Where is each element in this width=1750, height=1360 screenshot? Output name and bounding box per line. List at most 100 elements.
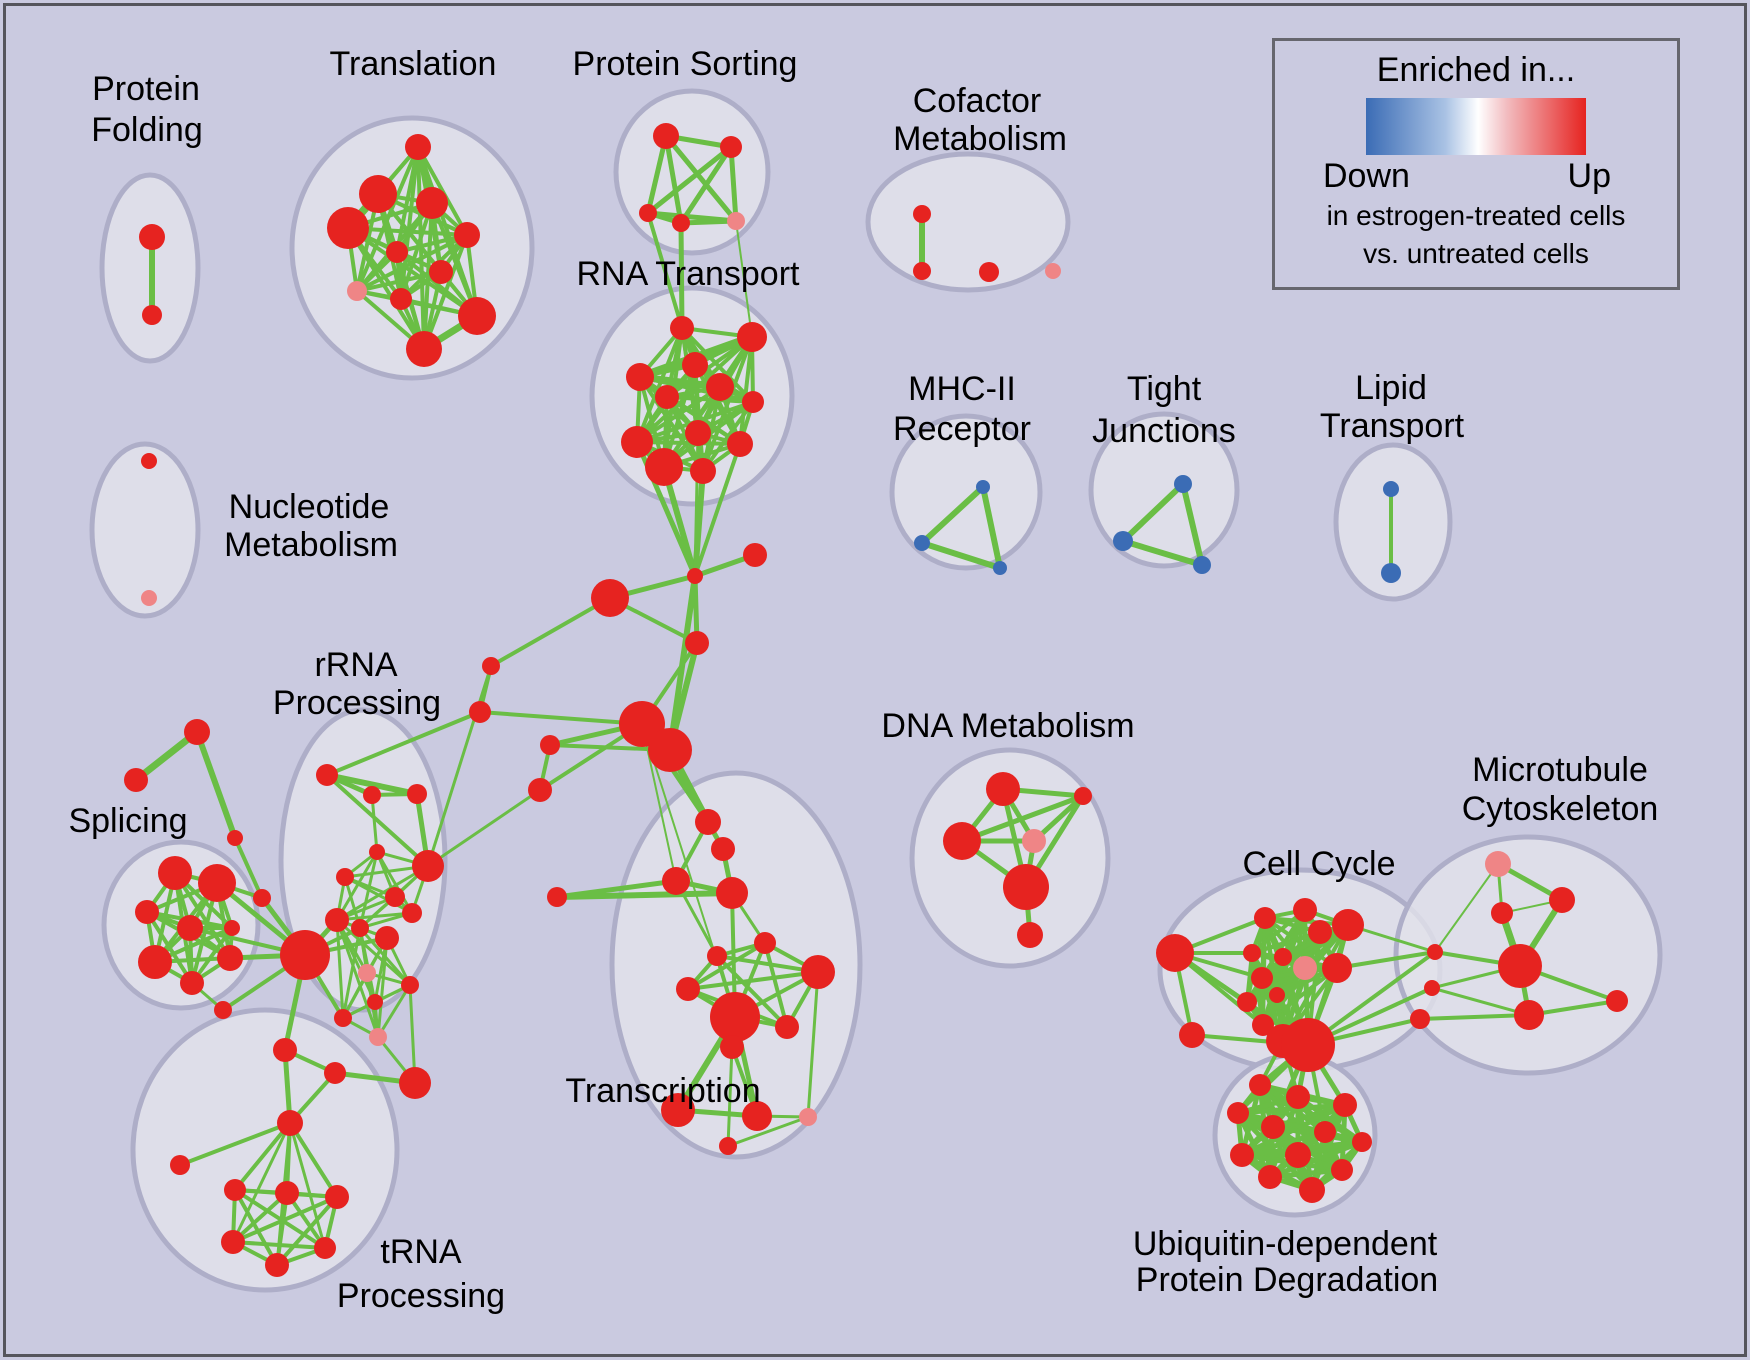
- graph-edge: [641, 723, 736, 1018]
- cluster-splicing-label: Splicing: [68, 802, 187, 840]
- graph-node: [670, 316, 694, 340]
- cluster-ubiquitin-degradation-label: Ubiquitin-dependent: [1133, 1225, 1438, 1263]
- graph-node: [385, 887, 405, 907]
- graph-node: [401, 976, 419, 994]
- graph-node: [1174, 475, 1192, 493]
- graph-node: [706, 373, 734, 401]
- graph-edge: [726, 1045, 734, 1148]
- graph-edge: [325, 710, 482, 777]
- graph-node: [727, 431, 753, 457]
- graph-node: [336, 868, 354, 886]
- graph-node: [1331, 1159, 1353, 1181]
- cluster-mhc-ii-receptor-label: MHC-II: [908, 370, 1016, 408]
- graph-node: [1333, 1093, 1357, 1117]
- graph-node: [1003, 864, 1049, 910]
- graph-edge: [645, 133, 669, 216]
- graph-node: [719, 1137, 737, 1155]
- cluster-dna-metabolism-label: DNA Metabolism: [881, 707, 1134, 745]
- graph-edge: [233, 1188, 279, 1267]
- graph-edge: [231, 1191, 289, 1244]
- cluster-protein-sorting-ellipse: [613, 88, 771, 256]
- graph-node: [158, 856, 192, 890]
- cluster-tight-junctions-ellipse: [1088, 411, 1240, 569]
- graph-node: [676, 977, 700, 1001]
- graph-node: [1491, 902, 1513, 924]
- graph-edge: [806, 970, 820, 1119]
- graph-node: [1179, 1022, 1205, 1048]
- graph-node: [347, 281, 367, 301]
- cluster-protein-folding-label: Protein: [92, 70, 200, 108]
- graph-node: [653, 123, 679, 149]
- graph-node: [469, 701, 491, 723]
- graph-node: [801, 955, 835, 989]
- graph-node: [227, 830, 243, 846]
- graph-node: [253, 889, 271, 907]
- graph-node: [1237, 992, 1257, 1012]
- graph-node: [369, 1028, 387, 1046]
- graph-node: [359, 175, 397, 213]
- graph-node: [334, 1009, 352, 1027]
- graph-node: [184, 719, 210, 745]
- graph-node: [799, 1108, 817, 1126]
- graph-node: [416, 187, 448, 219]
- graph-node: [1285, 1142, 1311, 1168]
- graph-edge: [233, 836, 264, 900]
- legend-gradient-bar: [1366, 98, 1586, 155]
- graph-node: [1251, 967, 1273, 989]
- graph-edge: [178, 1121, 292, 1167]
- graph-node: [214, 1001, 232, 1019]
- graph-node: [1227, 1102, 1249, 1124]
- graph-node: [720, 136, 742, 158]
- graph-node: [135, 900, 159, 924]
- graph-node: [687, 568, 703, 584]
- cluster-cofactor-metabolism-label: Cofactor: [913, 82, 1042, 120]
- graph-edge: [1250, 923, 1350, 955]
- graph-edge: [641, 723, 677, 882]
- graph-node: [180, 971, 204, 995]
- graph-node: [429, 260, 453, 284]
- graph-node: [1113, 531, 1133, 551]
- graph-node: [1249, 1074, 1271, 1096]
- graph-node: [986, 772, 1020, 806]
- graph-node: [1352, 1132, 1372, 1152]
- graph-node: [645, 448, 683, 486]
- graph-node: [406, 331, 442, 367]
- legend-down-label: Down: [1323, 157, 1410, 195]
- graph-edge: [959, 793, 1086, 844]
- graph-edge: [646, 211, 684, 330]
- graph-node: [913, 205, 931, 223]
- graph-node: [655, 385, 679, 409]
- graph-edge: [288, 1121, 327, 1250]
- cluster-cofactor-metabolism-ellipse: [865, 151, 1071, 293]
- graph-node: [198, 864, 236, 902]
- graph-edge: [426, 788, 542, 868]
- graph-edge: [325, 773, 430, 868]
- graph-node: [710, 992, 760, 1042]
- graph-node: [540, 735, 560, 755]
- graph-edge: [728, 144, 739, 224]
- cluster-mhc-ii-receptor-ellipse: [889, 413, 1043, 571]
- graph-node: [405, 134, 431, 160]
- graph-node: [1269, 987, 1285, 1003]
- graph-node: [742, 391, 764, 413]
- graph-node: [979, 262, 999, 282]
- graph-node: [626, 363, 654, 391]
- graph-node: [482, 657, 500, 675]
- cluster-rna-transport-label: RNA Transport: [577, 255, 801, 293]
- graph-node: [695, 809, 721, 835]
- graph-edge: [919, 484, 986, 546]
- graph-node: [1045, 263, 1061, 279]
- graph-edge: [715, 954, 789, 1029]
- graph-edge: [324, 772, 420, 797]
- graph-node: [1332, 909, 1364, 941]
- graph-node: [1322, 953, 1352, 983]
- graph-node: [325, 1185, 349, 1209]
- graph-node: [1281, 1018, 1335, 1072]
- graph-node: [639, 204, 657, 222]
- cluster-trna-processing-label: tRNA: [380, 1233, 462, 1271]
- graph-node: [138, 945, 172, 979]
- graph-edge: [1434, 863, 1499, 953]
- graph-node: [1427, 944, 1443, 960]
- cluster-nucleotide-metabolism-label: Nucleotide: [229, 488, 390, 526]
